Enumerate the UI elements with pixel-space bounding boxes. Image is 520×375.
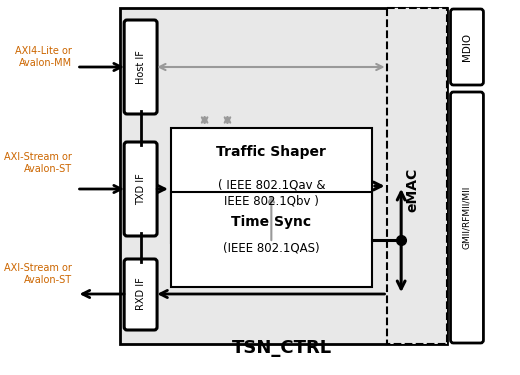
FancyBboxPatch shape [124, 20, 157, 114]
Text: eMAC: eMAC [405, 168, 419, 212]
Bar [387, 8, 447, 344]
FancyBboxPatch shape [450, 9, 484, 85]
Text: AXI-Stream or
Avalon-ST: AXI-Stream or Avalon-ST [4, 263, 72, 285]
Text: TSN_CTRL: TSN_CTRL [232, 339, 332, 357]
Text: Traffic Shaper: Traffic Shaper [216, 145, 326, 159]
Bar [171, 128, 372, 243]
FancyBboxPatch shape [450, 92, 484, 343]
FancyBboxPatch shape [124, 142, 157, 236]
Text: Host IF: Host IF [136, 50, 146, 84]
Text: (IEEE 802.1QAS): (IEEE 802.1QAS) [223, 242, 320, 255]
Text: AXI-Stream or
Avalon-ST: AXI-Stream or Avalon-ST [4, 152, 72, 174]
Text: TXD IF: TXD IF [136, 173, 146, 205]
Text: RXD IF: RXD IF [136, 278, 146, 310]
Text: GMII/RFMII/MII: GMII/RFMII/MII [462, 185, 472, 249]
FancyBboxPatch shape [124, 259, 157, 330]
Bar [171, 192, 372, 287]
Text: MDIO: MDIO [462, 33, 472, 61]
Text: ( IEEE 802.1Qav &
IEEE 802.1Qbv ): ( IEEE 802.1Qav & IEEE 802.1Qbv ) [217, 179, 325, 207]
Bar [120, 8, 447, 344]
Text: Time Sync: Time Sync [231, 215, 311, 229]
Text: AXI4-Lite or
Avalon-MM: AXI4-Lite or Avalon-MM [15, 46, 72, 68]
